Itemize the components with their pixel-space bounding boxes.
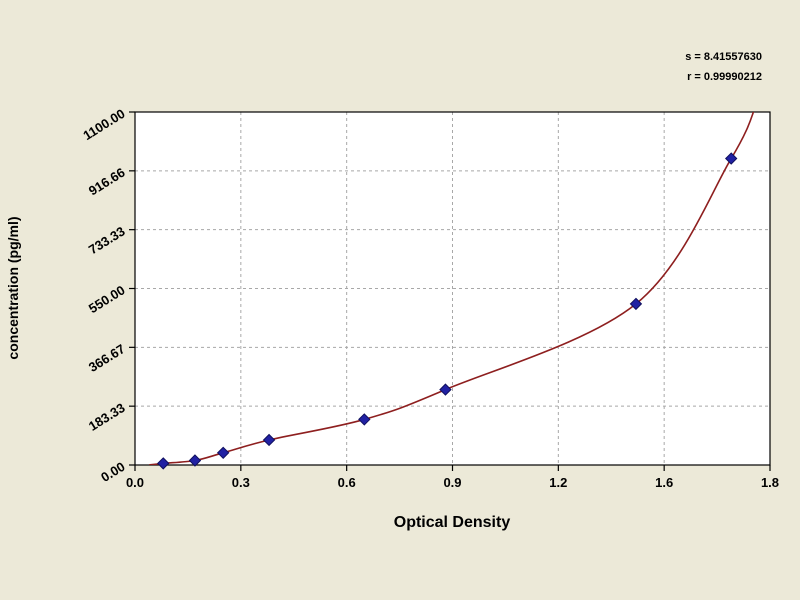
- x-tick-label: 1.2: [549, 475, 567, 490]
- data-point-marker: [439, 383, 452, 396]
- y-tick-label: 183.33: [86, 400, 128, 434]
- x-tick-label: 0.9: [443, 475, 461, 490]
- y-tick-label: 733.33: [86, 223, 128, 257]
- y-tick-label: 550.00: [86, 282, 128, 316]
- data-points: [157, 152, 738, 470]
- x-tick-label: 0.3: [232, 475, 250, 490]
- data-point-marker: [358, 413, 371, 426]
- x-axis-tick-labels: 0.0 0.3 0.6 0.9 1.2 1.6 1.8: [126, 475, 779, 490]
- y-axis-title: concentration (pg/ml): [5, 216, 21, 359]
- tick-marks: [129, 111, 771, 471]
- x-tick-label: 0.0: [126, 475, 144, 490]
- data-point-marker: [629, 297, 643, 311]
- y-tick-label: 0.00: [98, 459, 127, 485]
- data-point-marker: [724, 152, 738, 165]
- fit-stat-s: s = 8.41557630: [685, 51, 762, 63]
- fit-stat-r: r = 0.99990212: [687, 71, 762, 83]
- data-point-marker: [262, 433, 276, 447]
- y-tick-label: 1100.00: [80, 106, 127, 143]
- y-tick-label: 916.66: [86, 165, 128, 199]
- gridlines: [135, 112, 770, 465]
- data-point-marker: [157, 457, 170, 470]
- x-axis-title: Optical Density: [394, 514, 511, 531]
- y-tick-label: 366.67: [86, 341, 128, 375]
- x-tick-label: 1.6: [655, 475, 673, 490]
- x-tick-label: 1.8: [761, 475, 779, 490]
- y-axis-tick-labels: 0.00 183.33 366.67 550.00 733.33 916.66 1100.0…: [80, 106, 127, 485]
- x-tick-label: 0.6: [338, 475, 356, 490]
- data-point-marker: [188, 454, 202, 467]
- data-point-marker: [216, 446, 230, 460]
